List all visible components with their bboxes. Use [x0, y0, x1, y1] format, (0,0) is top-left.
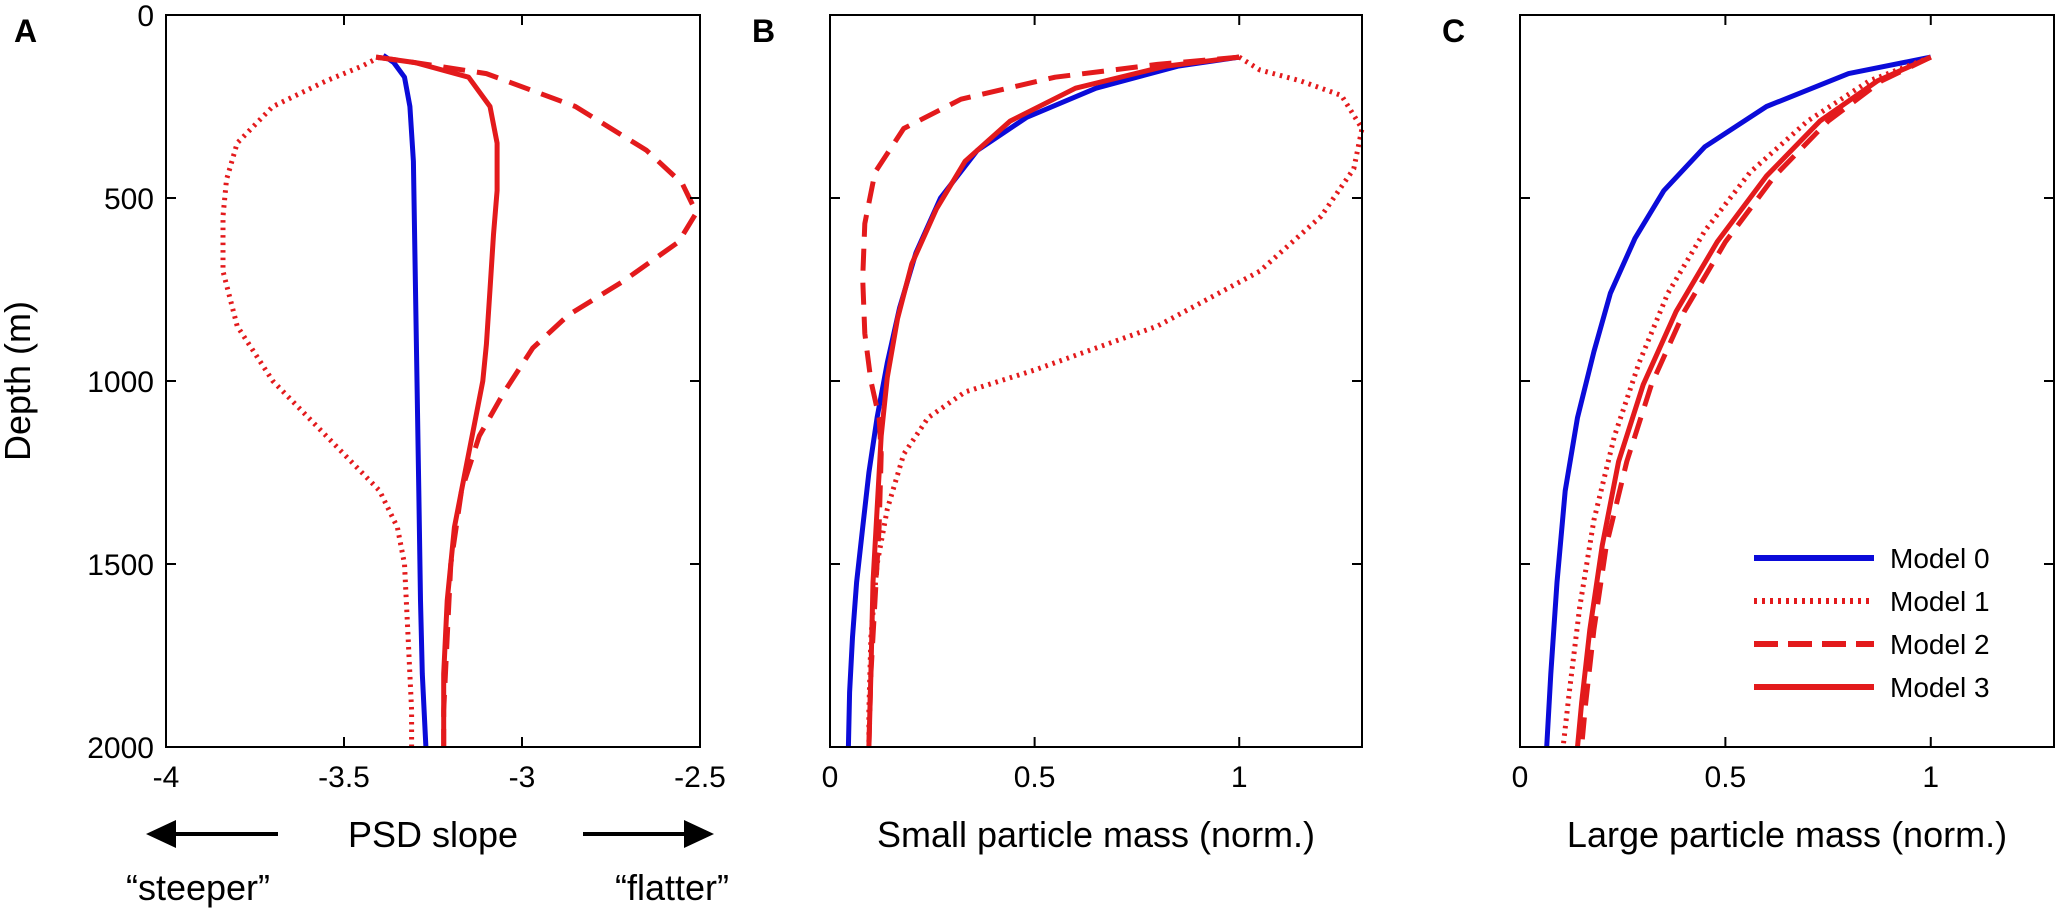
x-axis-label: Large particle mass (norm.) — [1567, 814, 2007, 855]
x-tick-label: 0.5 — [1014, 761, 1056, 794]
y-tick-label: 0 — [137, 0, 154, 33]
panel-b: 0 0.5 1 Small particle mass (norm.) B — [752, 13, 1365, 855]
annotation-flatter: “flatter” — [615, 867, 729, 908]
series-model-3-line — [375, 54, 500, 747]
x-tick-label: -3.5 — [318, 761, 370, 794]
x-axis-label: Small particle mass (norm.) — [877, 814, 1315, 855]
x-tick-label: 1 — [1922, 761, 1939, 794]
series-model-2-line — [375, 54, 699, 747]
series-model-2-line — [860, 54, 1240, 748]
panel-letter: B — [752, 13, 775, 49]
series-model-3-line — [866, 54, 1240, 748]
axes-frame — [165, 14, 701, 748]
x-tick-label: 1 — [1231, 761, 1248, 794]
x-tick-label: 0.5 — [1705, 761, 1747, 794]
annotation-steeper: “steeper” — [126, 867, 270, 908]
series-model-3-line — [1575, 54, 1932, 748]
x-axis-label: PSD slope — [348, 814, 518, 855]
series-model-2-line — [1579, 54, 1932, 748]
x-tick-label: -2.5 — [674, 761, 726, 794]
y-tick-label: 500 — [104, 183, 154, 216]
arrow-left-icon — [146, 820, 176, 848]
legend-label: Model 2 — [1890, 629, 1990, 660]
series-model-0-line — [1544, 54, 1932, 748]
panel-c: 0 0.5 1 Large particle mass (norm.) C Model 0… — [1442, 13, 2055, 855]
legend-label: Model 0 — [1890, 543, 1990, 574]
y-tick-label: 1000 — [87, 366, 154, 399]
legend: Model 0 Model 1 Model 2 Model 3 — [1754, 543, 1990, 703]
series-model-0-line — [381, 53, 429, 748]
series-model-1-line — [1560, 54, 1932, 748]
panel-a: -4 -3.5 -3 -2.5 0 500 1000 1500 2000 PSD slope Dep… — [0, 0, 729, 908]
legend-label: Model 1 — [1890, 586, 1990, 617]
y-tick-label: 2000 — [87, 732, 154, 765]
x-tick-label: -3 — [509, 761, 536, 794]
x-tick-label: -4 — [153, 761, 180, 794]
x-tick-label: 0 — [1512, 761, 1529, 794]
y-axis-label: Depth (m) — [0, 301, 38, 461]
legend-label: Model 3 — [1890, 672, 1990, 703]
y-tick-label: 1500 — [87, 549, 154, 582]
arrow-right-icon — [684, 820, 714, 848]
series-model-1-line — [866, 54, 1365, 747]
x-tick-label: 0 — [822, 761, 839, 794]
series-model-0-line — [845, 54, 1240, 748]
axes-frame — [829, 14, 1363, 748]
panel-letter: C — [1442, 13, 1465, 49]
panel-letter: A — [14, 13, 37, 49]
series-model-1-line — [220, 54, 415, 747]
